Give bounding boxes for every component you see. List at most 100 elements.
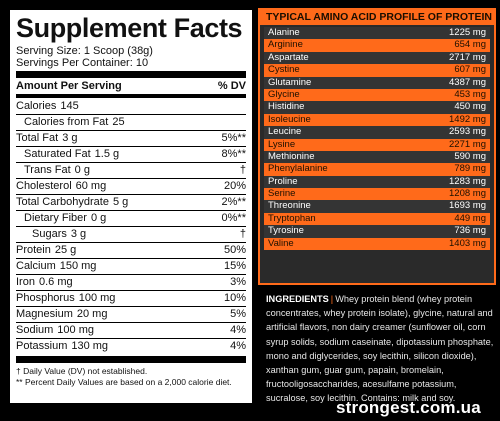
nutrient-amount: 0 g [90,212,107,224]
amino-acid-name: Valine [268,237,294,249]
amino-acid-value: 4387 mg [449,76,486,88]
nutrient-name: Phosphorus [16,292,75,304]
amino-acid-name: Alanine [268,27,300,38]
amount-per-serving-label: Amount Per Serving [16,80,122,92]
amino-acid-row: Isoleucine 1492 mg [264,113,490,127]
amino-acid-name: Phenylalanine [268,163,328,175]
amino-acid-name: Tyrosine [268,225,304,237]
nutrient-amount: 3 g [70,228,87,240]
amino-acid-value: 2593 mg [449,126,486,138]
amino-acid-value: 450 mg [454,101,486,113]
nutrient-dv: 10% [223,292,246,304]
nutrient-name: Magnesium [16,308,73,320]
nutrient-dv: 20% [223,180,246,192]
footnotes: † Daily Value (DV) not established. ** P… [16,366,246,388]
facts-row: Total Carbohydrate 5 g 2%** [16,194,246,210]
amino-acid-value: 2271 mg [449,138,486,150]
nutrient: Magnesium 20 mg [16,307,107,322]
amino-acid-value: 1403 mg [449,237,486,249]
amino-acid-row: Glutamine 4387 mg [264,76,490,89]
nutrient-name: Sodium [16,324,54,336]
amino-acid-row: Lysine 2271 mg [264,138,490,151]
amino-acid-name: Cystine [268,64,300,76]
nutrient: Dietary Fiber 0 g [16,211,106,226]
nutrient-amount: 25 g [54,244,77,256]
facts-row: Calcium 150 mg 15% [16,258,246,274]
facts-row: Dietary Fiber 0 g 0%** [16,210,246,226]
servings-per-container: Servings Per Container: 10 [16,57,149,69]
amino-acid-name: Leucine [268,126,302,138]
amino-acid-name: Isoleucine [268,113,311,125]
nutrient: Sugars 3 g [16,227,86,242]
nutrient: Saturated Fat 1.5 g [16,147,119,162]
amino-acid-value: 1492 mg [449,113,486,125]
nutrient: Calories from Fat 25 [16,115,125,130]
nutrient-amount: 20 mg [76,308,108,320]
facts-title: Supplement Facts [16,13,243,43]
serving-size: Serving Size: 1 Scoop (38g) [16,45,153,57]
amino-acid-row: Tyrosine 736 mg [264,225,490,238]
amino-acid-row: Threonine 1693 mg [264,200,490,213]
amino-acid-name: Methionine [268,150,315,162]
nutrient-name: Total Carbohydrate [16,196,109,208]
facts-row: Sodium 100 mg 4% [16,322,246,338]
amino-acid-row: Phenylalanine 789 mg [264,163,490,176]
amino-acid-name: Lysine [268,138,296,150]
facts-row: Cholesterol 60 mg 20% [16,178,246,194]
nutrient-dv: 4% [230,324,246,336]
amino-acid-row: Aspartate 2717 mg [264,51,490,65]
nutrient-amount: 3 g [62,132,78,144]
nutrient-name: Potassium [16,340,68,352]
ingredients-block: INGREDIENTS | Whey protein blend (whey pro… [266,292,494,406]
amino-acid-title: TYPICAL AMINO ACID PROFILE OF PROTEIN PE… [260,10,494,25]
amino-acid-value: 1208 mg [449,188,486,200]
amino-acid-name: Proline [268,175,298,187]
amino-acid-value: 607 mg [454,64,486,76]
nutrient-name: Iron [16,276,35,288]
ingredients-separator: | [330,294,334,304]
amino-acid-name: Arginine [268,39,303,51]
amino-acid-list: Alanine 1225 mg Arginine 654 mg Aspartate 271… [260,25,494,251]
nutrient-dv: 3% [230,276,246,288]
divider-mid [16,94,246,98]
facts-row: Trans Fat 0 g † [16,162,246,178]
nutrient-dv: † [239,164,246,176]
nutrient: Cholesterol 60 mg [16,179,106,194]
amino-acid-name: Glutamine [268,76,312,88]
nutrient-amount: 150 mg [59,260,97,272]
nutrient-dv: 4% [230,340,246,352]
nutrient-name: Cholesterol [16,180,72,192]
nutrient-dv: 2%** [221,196,246,208]
amino-acid-value: 453 mg [454,88,486,100]
nutrient: Total Fat 3 g [16,131,77,146]
nutrient-name: Trans Fat [24,164,71,176]
facts-row: Phosphorus 100 mg 10% [16,290,246,306]
nutrient-name: Protein [16,244,51,256]
amino-acid-name: Aspartate [268,51,309,63]
amino-acid-row: Arginine 654 mg [264,39,490,52]
nutrient-amount: 25 [112,116,125,128]
nutrient-dv: 5% [230,308,246,320]
divider-thick [16,71,246,78]
nutrient: Calcium 150 mg [16,259,96,274]
nutrient-name: Saturated Fat [24,148,91,160]
facts-row: Magnesium 20 mg 5% [16,306,246,322]
facts-row: Calories 145 [16,99,246,114]
nutrient-amount: 5 g [112,196,129,208]
amino-acid-value: 1693 mg [449,200,486,212]
nutrient: Phosphorus 100 mg [16,291,115,306]
dv-label: % DV [217,80,246,92]
footnote-1: † Daily Value (DV) not established. [16,366,148,376]
nutrient-amount: 145 [60,100,79,112]
divider-thick-bottom [16,356,246,363]
amino-acid-row: Cystine 607 mg [264,64,490,77]
amino-acid-row: Alanine 1225 mg [264,27,490,40]
nutrient-dv: 50% [223,244,246,256]
nutrient-amount: 100 mg [57,324,94,336]
amino-acid-row: Valine 1403 mg [264,237,490,251]
amino-acid-row: Tryptophan 449 mg [264,212,490,226]
nutrient: Trans Fat 0 g [16,163,90,178]
amino-acid-row: Serine 1208 mg [264,188,490,201]
nutrient-dv: 0%** [221,212,246,224]
amino-acid-value: 1225 mg [449,27,486,38]
